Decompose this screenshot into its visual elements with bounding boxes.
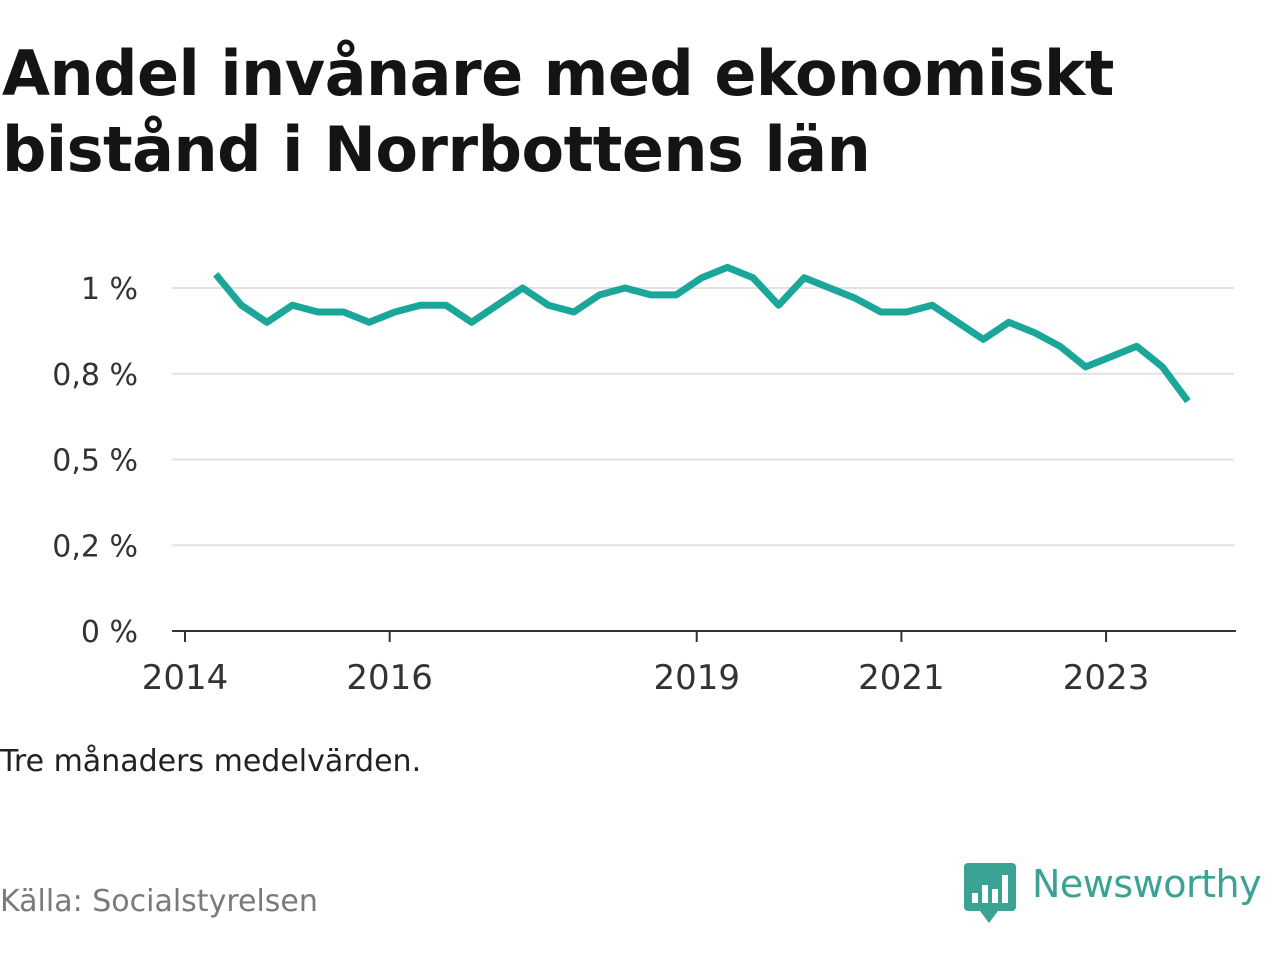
- data-point: [1159, 364, 1165, 370]
- data-point: [290, 302, 296, 308]
- source-credit: Källa: Socialstyrelsen: [0, 884, 318, 919]
- newsworthy-logo-icon: [964, 863, 1016, 923]
- series-layer: [213, 263, 1191, 404]
- line-chart: 0 %0,2 %0,5 %0,8 %1 % 2014 2016 2019 2021 20…: [52, 263, 1236, 698]
- data-point: [750, 275, 756, 281]
- data-point: [955, 319, 961, 325]
- chart-title: Andel invånare med ekonomiskt bistånd i …: [2, 37, 1114, 186]
- data-point: [776, 302, 782, 308]
- y-tick-label: 1 %: [81, 272, 138, 307]
- x-tick-label: 2021: [858, 658, 945, 698]
- data-point: [392, 309, 398, 315]
- data-point: [724, 264, 730, 270]
- data-point: [904, 309, 910, 315]
- data-point: [469, 319, 475, 325]
- data-point: [801, 275, 807, 281]
- x-tick-label: 2019: [653, 658, 740, 698]
- series-line: [213, 263, 1191, 404]
- data-point: [1031, 330, 1037, 336]
- data-point: [648, 292, 654, 298]
- data-point: [366, 319, 372, 325]
- brand-name: Newsworthy: [1032, 862, 1262, 906]
- data-point: [443, 302, 449, 308]
- data-point: [929, 302, 935, 308]
- data-point: [597, 292, 603, 298]
- data-point: [852, 295, 858, 301]
- y-tick-label: 0 %: [81, 615, 138, 650]
- data-point: [315, 309, 321, 315]
- data-point: [1108, 354, 1114, 360]
- data-point: [571, 309, 577, 315]
- brand-logo[interactable]: Newsworthy: [964, 862, 1262, 926]
- data-point: [341, 309, 347, 315]
- y-tick-label: 0,5 %: [52, 444, 138, 479]
- y-tick-label: 0,8 %: [52, 358, 138, 393]
- data-point: [1134, 343, 1140, 349]
- data-point: [417, 302, 423, 308]
- y-tick-label: 0,2 %: [52, 529, 138, 564]
- x-tick-label: 2016: [346, 658, 433, 698]
- data-point: [1185, 398, 1191, 404]
- x-tick-label: 2023: [1063, 658, 1150, 698]
- y-axis-tick-labels: 0 % 0,2 % 0,5 % 0,8 % 1 %: [52, 272, 138, 650]
- data-point: [264, 319, 270, 325]
- data-point: [1006, 319, 1012, 325]
- x-tick-label: 2014: [142, 658, 229, 698]
- data-point: [673, 292, 679, 298]
- data-point: [238, 302, 244, 308]
- data-point: [622, 285, 628, 291]
- grid-lines: [172, 287, 1234, 547]
- data-point: [980, 336, 986, 342]
- data-point: [1083, 364, 1089, 370]
- data-point: [1057, 343, 1063, 349]
- data-point: [213, 271, 219, 277]
- data-point: [699, 275, 705, 281]
- data-point: [494, 302, 500, 308]
- x-axis-tick-labels: 2014 2016 2019 2021 2023: [142, 658, 1150, 698]
- x-axis: [172, 630, 1236, 642]
- data-point: [520, 285, 526, 291]
- data-point: [878, 309, 884, 315]
- chart-note: Tre månaders medelvärden.: [0, 744, 422, 779]
- data-point: [827, 285, 833, 291]
- data-point: [545, 302, 551, 308]
